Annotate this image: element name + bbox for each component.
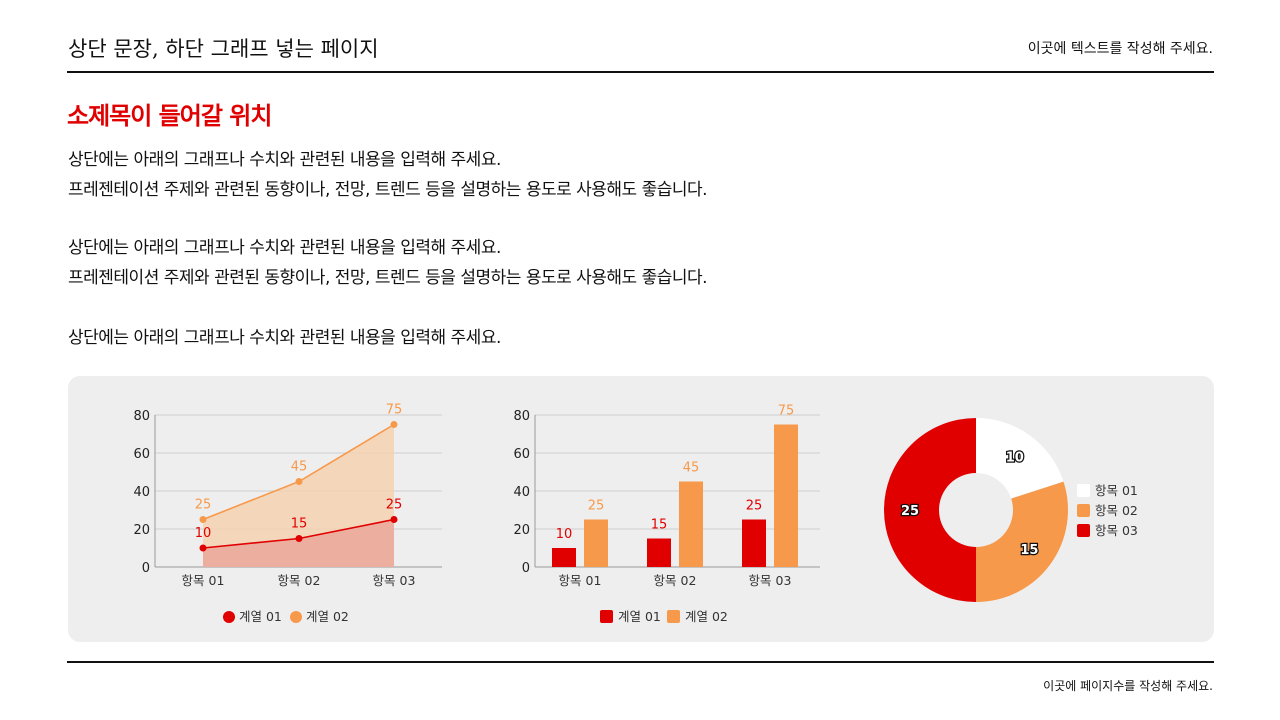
area-series-1: [203, 519, 394, 567]
header-note: 이곳에 텍스트를 작성해 주세요.: [1027, 41, 1213, 57]
data-label: 25: [901, 504, 919, 519]
bar: [774, 424, 798, 567]
data-point: [199, 516, 207, 523]
y-tick-label: 0: [522, 561, 530, 576]
legend-marker: [1077, 504, 1090, 517]
y-tick-label: 80: [513, 409, 530, 424]
donut-slice: [884, 418, 976, 602]
bar: [647, 538, 671, 567]
data-point: [199, 544, 207, 552]
legend-label: 계열 02: [306, 609, 349, 624]
y-tick-label: 60: [133, 447, 150, 462]
legend-label: 계열 02: [685, 609, 728, 624]
legend-marker: [1077, 524, 1090, 537]
legend-marker: [290, 611, 302, 623]
data-point: [390, 421, 398, 428]
bar: [552, 548, 576, 567]
y-tick-label: 40: [133, 485, 150, 500]
paragraph-2: 상단에는 아래의 그래프나 수치와 관련된 내용을 입력해 주세요. 프레젠테이…: [68, 233, 708, 293]
data-label: 15: [651, 518, 668, 533]
bar: [584, 519, 608, 567]
paragraph-line: 상단에는 아래의 그래프나 수치와 관련된 내용을 입력해 주세요.: [68, 328, 501, 348]
data-label: 15: [291, 517, 308, 532]
bar: [679, 481, 703, 567]
data-label: 45: [683, 461, 700, 476]
paragraph-line: 상단에는 아래의 그래프나 수치와 관련된 내용을 입력해 주세요.: [68, 238, 501, 258]
legend-marker: [600, 610, 613, 623]
legend-marker: [223, 611, 235, 623]
data-point: [390, 516, 398, 523]
legend-label: 항목 02: [1095, 503, 1138, 518]
section-subtitle: 소제목이 들어갈 위치: [67, 102, 272, 130]
data-label: 15: [1020, 543, 1038, 558]
data-point: [295, 478, 303, 485]
x-tick-label: 항목 01: [559, 573, 602, 588]
bar: [742, 519, 766, 567]
data-label: 10: [195, 526, 212, 541]
paragraph-line: 상단에는 아래의 그래프나 수치와 관련된 내용을 입력해 주세요.: [68, 150, 501, 170]
y-tick-label: 0: [142, 561, 150, 576]
paragraph-line: 프레젠테이션 주제와 관련된 동향이나, 전망, 트렌드 등을 설명하는 용도로…: [68, 268, 708, 288]
footer-divider: [67, 661, 1214, 663]
paragraph-line: 프레젠테이션 주제와 관련된 동향이나, 전망, 트렌드 등을 설명하는 용도로…: [68, 180, 708, 200]
paragraph-3: 상단에는 아래의 그래프나 수치와 관련된 내용을 입력해 주세요.: [68, 323, 501, 353]
x-tick-label: 항목 02: [278, 573, 321, 588]
legend-label: 항목 01: [1095, 483, 1138, 498]
y-tick-label: 20: [513, 523, 530, 538]
legend-label: 계열 01: [618, 609, 661, 624]
y-tick-label: 20: [133, 523, 150, 538]
page-number-note: 이곳에 페이지수를 작성해 주세요.: [1043, 679, 1213, 693]
y-tick-label: 80: [133, 409, 150, 424]
data-label: 25: [746, 499, 763, 514]
x-tick-label: 항목 01: [182, 573, 225, 588]
data-label: 10: [1006, 451, 1024, 466]
paragraph-1: 상단에는 아래의 그래프나 수치와 관련된 내용을 입력해 주세요. 프레젠테이…: [68, 145, 708, 205]
data-label: 10: [556, 527, 573, 542]
legend-label: 계열 01: [239, 609, 282, 624]
y-tick-label: 40: [513, 485, 530, 500]
data-point: [295, 535, 303, 542]
page-title: 상단 문장, 하단 그래프 넣는 페이지: [68, 37, 379, 61]
data-label: 25: [386, 498, 403, 513]
x-tick-label: 항목 03: [749, 573, 792, 588]
x-tick-label: 항목 02: [654, 573, 697, 588]
x-tick-label: 항목 03: [373, 573, 416, 588]
legend-label: 항목 03: [1095, 523, 1138, 538]
data-label: 75: [386, 403, 403, 418]
y-tick-label: 60: [513, 447, 530, 462]
data-label: 45: [291, 460, 308, 475]
data-label: 25: [195, 498, 212, 513]
header-divider: [67, 71, 1214, 73]
data-label: 75: [778, 404, 795, 419]
donut-slice: [976, 418, 1064, 499]
donut-slice: [976, 481, 1068, 602]
legend-marker: [1077, 484, 1090, 497]
legend-marker: [667, 610, 680, 623]
data-label: 25: [588, 499, 605, 514]
